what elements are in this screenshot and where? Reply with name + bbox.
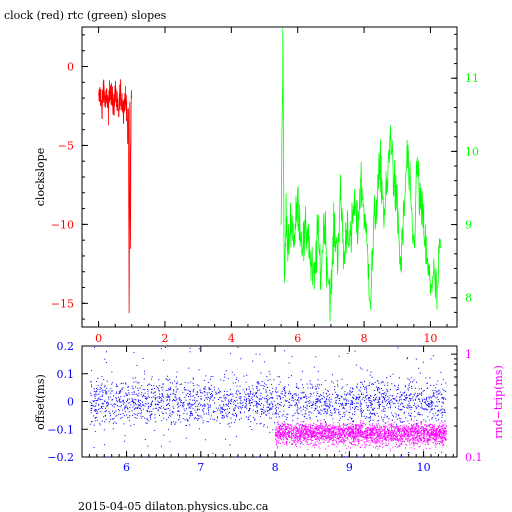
top-x-tick-label: 2: [161, 332, 168, 345]
top-x-tick-label: 10: [423, 332, 437, 345]
top-x-tick-label: 8: [361, 332, 368, 345]
bottom-y-tick-label: −0.1: [47, 423, 74, 436]
top-x-tick-label: 0: [95, 332, 102, 345]
bottom-y-tick-label: −0.2: [47, 451, 74, 464]
top-y2-ticks: 8 9 10 11: [451, 33, 479, 313]
bottom-x-tick-label: 10: [417, 461, 431, 474]
offset-series: [89, 345, 447, 458]
top-y2-tick-label: 10: [465, 145, 479, 158]
top-x-ticks: 0 2 4 6 8 10: [95, 27, 448, 345]
bottom-y-ticks: 0.2 0.1 0 −0.1 −0.2: [47, 340, 88, 464]
clock-series: [98, 79, 133, 314]
top-y2-tick-label: 8: [465, 292, 472, 305]
rnd-trip-points: [275, 419, 447, 454]
top-y-ticks: 0 −5 −10 −15: [51, 34, 88, 320]
top-y-tick-label: −15: [51, 297, 74, 310]
bottom-y-tick-label: 0.1: [57, 368, 75, 381]
top-x-tick-label: 6: [294, 332, 301, 345]
top-y-tick-label: 0: [67, 60, 74, 73]
bottom-y-axis-label: offset(ms): [34, 374, 47, 430]
bottom-y-tick-label: 0: [67, 396, 74, 409]
bottom-x-ticks: 6 7 8 9 10: [88, 346, 454, 474]
rnd-trip-series: [275, 419, 447, 454]
top-y-axis-label: clockslope: [34, 148, 47, 206]
top-chart: 0 2 4 6 8 10 0 −5 −10 −15 8 9 10 11 clockslope: [34, 26, 479, 345]
top-frame: [81, 26, 458, 328]
bottom-x-tick-label: 9: [346, 461, 353, 474]
clock-line: [98, 79, 133, 314]
bottom-y2-tick-label: 1: [465, 348, 472, 361]
chart-title: clock (red) rtc (green) slopes: [4, 9, 167, 22]
bottom-y2-ticks: 10.1: [451, 348, 483, 464]
bottom-x-tick-label: 7: [197, 461, 204, 474]
footer-caption: 2015-04-05 dilaton.physics.ubc.ca: [78, 500, 269, 512]
top-y2-tick-label: 11: [465, 72, 479, 85]
bottom-y2-tick-label: 0.1: [465, 451, 483, 464]
offset-points: [89, 345, 447, 458]
bottom-x-tick-label: 8: [272, 461, 279, 474]
top-y2-tick-label: 9: [465, 219, 472, 232]
bottom-y2-axis-label: rnd−trip(ms): [492, 365, 505, 439]
top-y-tick-label: −5: [58, 139, 74, 152]
bottom-y-tick-label: 0.2: [57, 340, 75, 353]
top-y-tick-label: −10: [51, 218, 74, 231]
bottom-chart: 6 7 8 9 10 0.20.10−0.1−0.2 10.1 offset(ms) r…: [34, 340, 505, 474]
bottom-x-tick-label: 6: [123, 461, 130, 474]
rtc-line: [280, 28, 441, 322]
top-x-tick-label: 4: [228, 332, 235, 345]
rtc-series: [280, 28, 441, 322]
